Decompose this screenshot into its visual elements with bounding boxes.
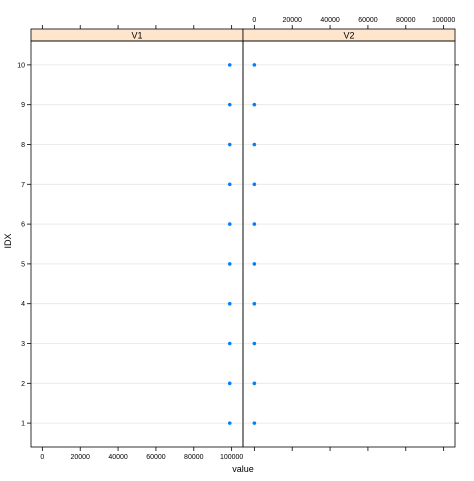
y-tick-label-8: 8 <box>21 142 25 149</box>
strip-label-v2: V2 <box>343 31 354 41</box>
panel-frame-v1 <box>30 40 244 448</box>
point-v2-6 <box>252 222 257 226</box>
point-v2-10 <box>252 63 257 67</box>
point-v2-1 <box>252 421 257 425</box>
panel-v2: V2 <box>242 28 456 448</box>
y-tick-label-9: 9 <box>21 102 25 109</box>
point-v1-5 <box>227 262 232 266</box>
x-tick-label-top-1: 0 <box>252 17 256 24</box>
y-tick-label-7: 7 <box>21 182 25 189</box>
y-tick-label-6: 6 <box>21 222 25 229</box>
y-tick-label-1: 1 <box>21 421 25 428</box>
x-tick-label-bottom-3: 40000 <box>108 454 128 461</box>
x-tick-label-bottom-1: 0 <box>40 454 44 461</box>
point-v2-4 <box>252 301 257 306</box>
axes: 1 2 3 4 5 6 7 8 9 10 0 0 20000 20000 40000 40000 60000 60… <box>17 17 459 461</box>
strip-label-v1: V1 <box>131 31 142 41</box>
point-v1-3 <box>227 341 232 346</box>
y-tick-label-10: 10 <box>17 62 25 69</box>
point-v2-9 <box>252 102 257 107</box>
y-axis-title: IDX <box>3 233 13 248</box>
y-tick-label-4: 4 <box>21 301 25 308</box>
x-tick-label-bottom-5: 80000 <box>184 454 204 461</box>
point-v1-4 <box>227 301 232 306</box>
point-v2-7 <box>252 182 257 187</box>
panel-frame-v2 <box>242 40 456 448</box>
x-tick-label-top-4: 60000 <box>358 17 378 24</box>
y-tick-label-5: 5 <box>21 261 25 268</box>
point-v1-6 <box>227 222 232 226</box>
panel-v1: V1 <box>30 28 244 448</box>
point-v1-7 <box>227 182 232 187</box>
point-v1-10 <box>227 63 232 67</box>
x-tick-label-bottom-6: 100000 <box>220 454 243 461</box>
point-v2-8 <box>252 142 257 147</box>
x-tick-label-top-3: 40000 <box>320 17 340 24</box>
point-v2-3 <box>252 341 257 346</box>
x-tick-label-top-2: 20000 <box>282 17 302 24</box>
y-tick-label-3: 3 <box>21 341 25 348</box>
point-v1-8 <box>227 142 232 147</box>
point-v2-2 <box>252 381 257 386</box>
point-v1-9 <box>227 102 232 107</box>
x-tick-label-top-5: 80000 <box>396 17 416 24</box>
x-tick-label-top-6: 100000 <box>432 17 455 24</box>
point-v2-5 <box>252 262 257 266</box>
x-tick-label-bottom-4: 60000 <box>146 454 166 461</box>
point-v1-2 <box>227 381 232 386</box>
point-v1-1 <box>227 421 232 425</box>
y-tick-label-2: 2 <box>21 381 25 388</box>
x-axis-title: value <box>232 464 254 474</box>
x-tick-label-bottom-2: 20000 <box>70 454 90 461</box>
